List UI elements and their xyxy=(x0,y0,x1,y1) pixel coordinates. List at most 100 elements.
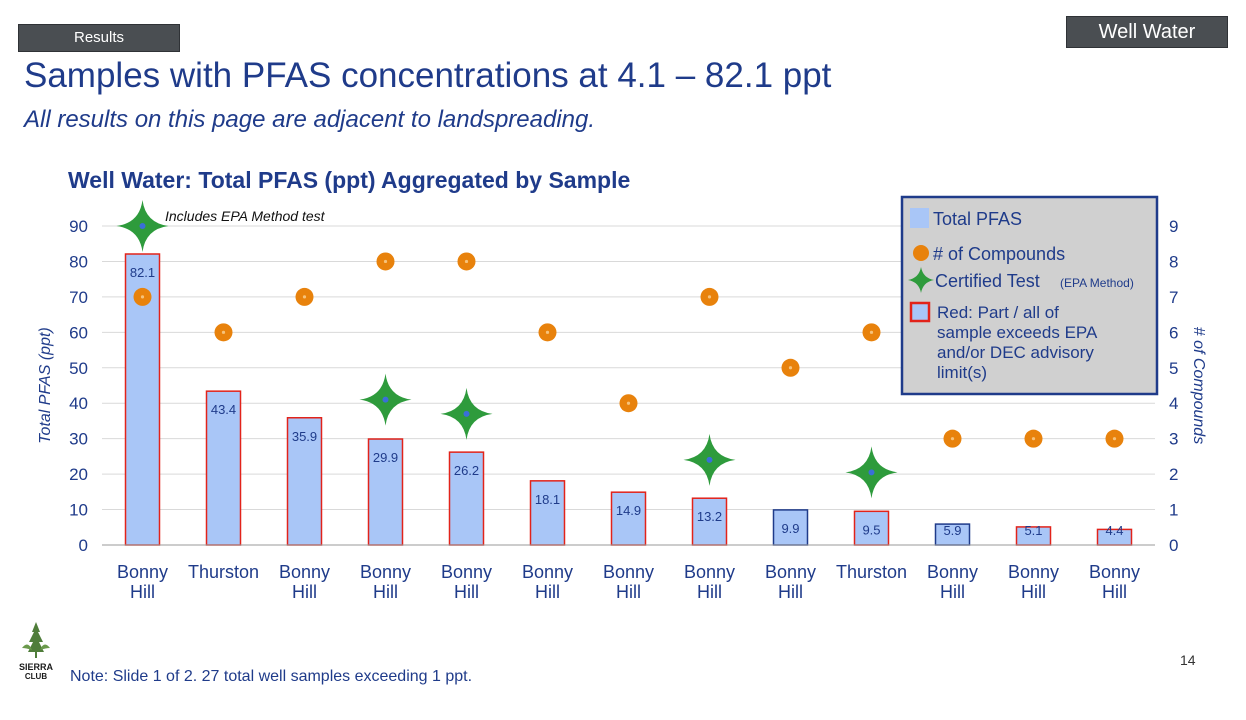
y-tick-label: 50 xyxy=(69,359,88,378)
y2-tick-label: 9 xyxy=(1169,217,1178,236)
pfas-chart: Well Water: Total PFAS (ppt) Aggregated … xyxy=(37,167,1207,602)
results-tag: Results xyxy=(18,24,180,52)
well-water-tag: Well Water xyxy=(1066,16,1228,48)
bar xyxy=(367,438,404,546)
bar-value-label: 5.1 xyxy=(1024,523,1042,538)
y-tick-label: 70 xyxy=(69,288,88,307)
legend-label-total-pfas: Total PFAS xyxy=(933,209,1022,229)
bar-value-label: 13.2 xyxy=(697,509,722,524)
certified-test-star-center xyxy=(463,410,470,417)
x-tick-label: Hill xyxy=(940,582,965,602)
x-tick-label: Hill xyxy=(697,582,722,602)
bar-value-label: 26.2 xyxy=(454,463,479,478)
y-tick-label: 20 xyxy=(69,465,88,484)
y2-tick-label: 3 xyxy=(1169,430,1178,449)
page-subtitle: All results on this page are adjacent to… xyxy=(24,106,596,133)
y2-tick-label: 7 xyxy=(1169,288,1178,307)
x-tick-label: Hill xyxy=(1021,582,1046,602)
bar-value-label: 29.9 xyxy=(373,450,398,465)
chart-title: Well Water: Total PFAS (ppt) Aggregated … xyxy=(68,167,630,193)
y2-tick-label: 8 xyxy=(1169,252,1178,271)
epa-annotation: Includes EPA Method test xyxy=(165,208,326,224)
x-tick-label: Hill xyxy=(616,582,641,602)
compound-dot-center xyxy=(1112,437,1117,441)
compound-dot-center xyxy=(950,437,955,441)
x-tick-label: Bonny xyxy=(360,562,411,582)
legend-label-certified: Certified Test xyxy=(935,271,1040,291)
legend-label-compounds: # of Compounds xyxy=(933,244,1065,264)
x-tick-label: Hill xyxy=(130,582,155,602)
legend-label-certified-note: (EPA Method) xyxy=(1060,276,1134,290)
bar-value-label: 5.9 xyxy=(943,523,961,538)
logo-line-1: SIERRA xyxy=(19,662,54,672)
x-tick-label: Hill xyxy=(778,582,803,602)
bar xyxy=(610,491,647,546)
y-tick-label: 40 xyxy=(69,394,88,413)
bar xyxy=(529,480,566,546)
x-tick-label: Bonny xyxy=(1008,562,1059,582)
certified-test-star-center xyxy=(382,396,389,403)
legend-label-exceeds-line: limit(s) xyxy=(937,363,987,382)
y2-tick-label: 4 xyxy=(1169,394,1178,413)
y-tick-label: 90 xyxy=(69,217,88,236)
y-tick-label: 0 xyxy=(79,536,88,555)
bar xyxy=(448,451,485,546)
x-tick-label: Bonny xyxy=(522,562,573,582)
y2-tick-label: 5 xyxy=(1169,359,1178,378)
bar-value-label: 18.1 xyxy=(535,492,560,507)
bar-value-label: 82.1 xyxy=(130,265,155,280)
x-tick-label: Bonny xyxy=(684,562,735,582)
bar-value-label: 35.9 xyxy=(292,429,317,444)
compound-dot-center xyxy=(221,330,226,334)
x-tick-label: Thurston xyxy=(836,562,907,582)
sierra-club-logo: SIERRA CLUB xyxy=(14,618,58,688)
x-tick-label: Hill xyxy=(373,582,398,602)
legend-swatch-certified xyxy=(908,267,934,293)
y2-tick-label: 0 xyxy=(1169,536,1178,555)
bar xyxy=(772,509,809,546)
bar-value-label: 14.9 xyxy=(616,503,641,518)
compound-dot-center xyxy=(140,295,145,299)
compound-dot-center xyxy=(707,295,712,299)
x-tick-label: Hill xyxy=(535,582,560,602)
legend-label-exceeds-line: sample exceeds EPA xyxy=(937,323,1098,342)
sierra-club-logo-icon: SIERRA CLUB xyxy=(19,622,54,681)
compound-dot-center xyxy=(626,401,631,405)
compound-dot-center xyxy=(869,330,874,334)
compound-dot-center xyxy=(302,295,307,299)
compound-dot-center xyxy=(788,366,793,370)
footer-note: Note: Slide 1 of 2. 27 total well sample… xyxy=(70,668,473,685)
bar xyxy=(205,390,242,546)
certified-test-star-center xyxy=(706,456,713,463)
legend-swatch-compounds xyxy=(913,245,929,261)
legend-label-exceeds-line: and/or DEC advisory xyxy=(937,343,1094,362)
bar-value-label: 43.4 xyxy=(211,402,236,417)
y-axis-label: Total PFAS (ppt) xyxy=(37,327,54,444)
x-tick-label: Thurston xyxy=(188,562,259,582)
x-tick-label: Bonny xyxy=(1089,562,1140,582)
x-tick-label: Bonny xyxy=(603,562,654,582)
chart-container: Well Water: Total PFAS (ppt) Aggregated … xyxy=(0,150,1246,620)
x-tick-label: Bonny xyxy=(927,562,978,582)
y2-tick-label: 6 xyxy=(1169,323,1178,342)
bar-value-label: 4.4 xyxy=(1105,523,1123,538)
compound-dot-center xyxy=(1031,437,1036,441)
y-tick-label: 10 xyxy=(69,501,88,520)
legend-label-exceeds-line: Red: Part / all of xyxy=(937,303,1059,322)
y2-tick-label: 1 xyxy=(1169,501,1178,520)
legend-box xyxy=(900,195,1159,396)
compound-dot-center xyxy=(545,330,550,334)
x-tick-label: Bonny xyxy=(117,562,168,582)
compound-dot-center xyxy=(464,259,469,264)
bar-value-label: 9.9 xyxy=(781,521,799,536)
y2-axis-label: # of Compounds xyxy=(1190,327,1207,444)
x-tick-label: Hill xyxy=(454,582,479,602)
y-tick-label: 30 xyxy=(69,430,88,449)
certified-test-star-center xyxy=(139,223,146,229)
x-tick-label: Bonny xyxy=(279,562,330,582)
certified-test-star-center xyxy=(868,469,875,476)
y-tick-label: 80 xyxy=(69,252,88,271)
legend-swatch-total-pfas xyxy=(910,208,929,228)
legend-swatch-exceeds xyxy=(909,301,931,323)
logo-line-2: CLUB xyxy=(25,672,47,681)
